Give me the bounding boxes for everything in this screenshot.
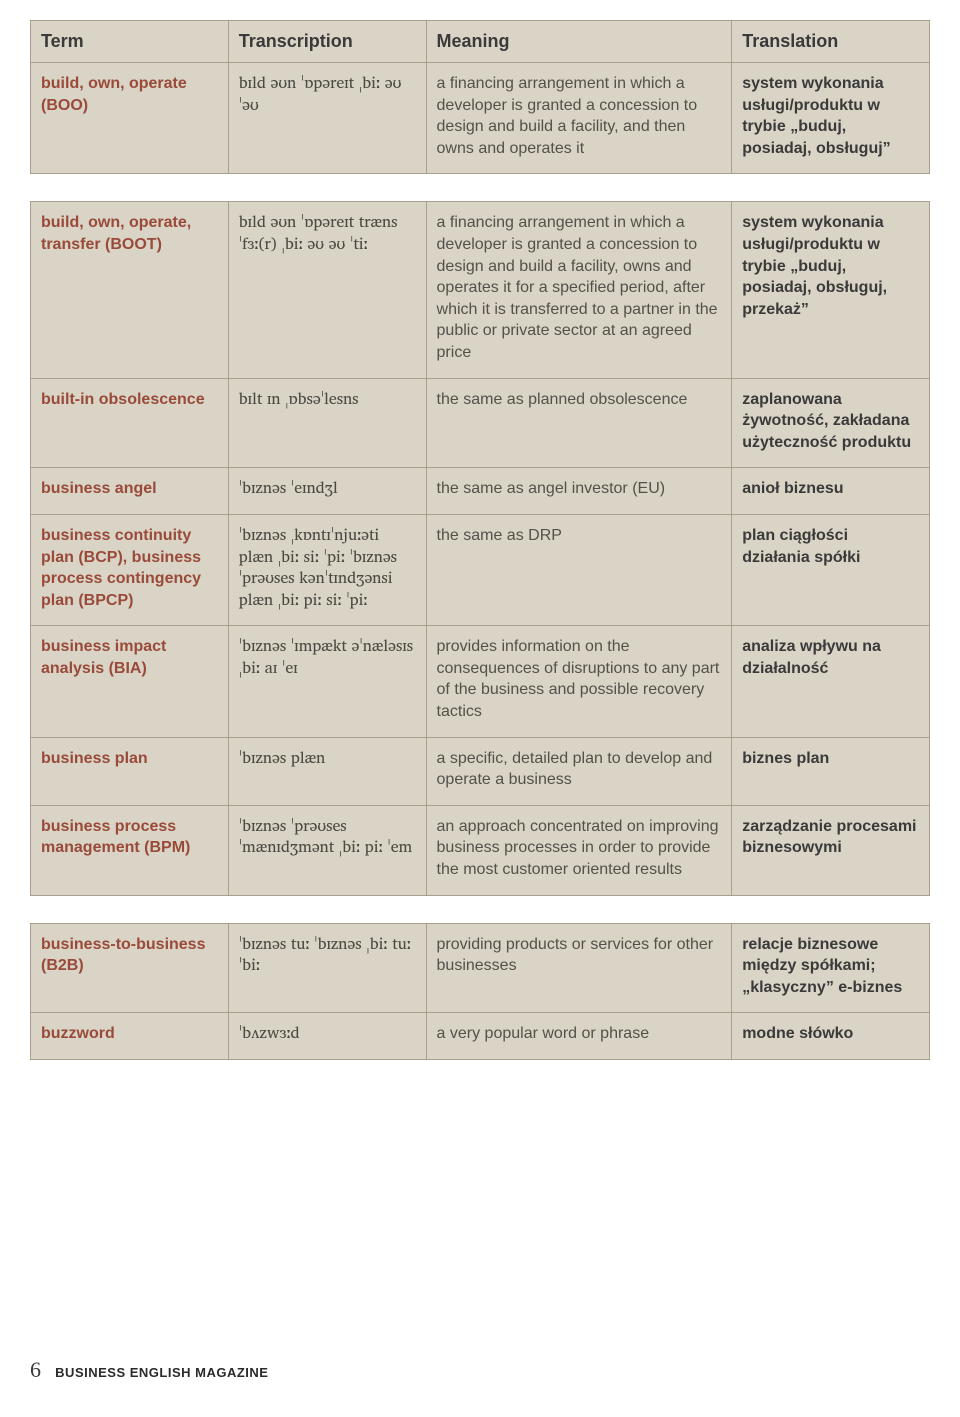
- group-gap: [31, 895, 930, 923]
- meaning-cell: a financing arrangement in which a devel…: [426, 63, 732, 174]
- transcription-cell: ˈbɪznəs tuː ˈbɪznəs ˌbiː tuː ˈbiː: [228, 923, 426, 1013]
- translation-cell: plan ciągłości działania spółki: [732, 514, 930, 625]
- translation-cell: analiza wpływu na działalność: [732, 626, 930, 737]
- term-cell: buzzword: [31, 1013, 229, 1060]
- term-cell: business process management (BPM): [31, 805, 229, 895]
- term-cell: business continuity plan (BCP), business…: [31, 514, 229, 625]
- translation-cell: zaplanowana żywotność, zakładana użytecz…: [732, 378, 930, 468]
- term-cell: business impact analysis (BIA): [31, 626, 229, 737]
- translation-cell: relacje biznesowe między spółkami; „klas…: [732, 923, 930, 1013]
- meaning-cell: the same as angel investor (EU): [426, 468, 732, 515]
- meaning-cell: providing products or services for other…: [426, 923, 732, 1013]
- translation-cell: biznes plan: [732, 737, 930, 805]
- page-footer: 6 BUSINESS ENGLISH MAGAZINE: [30, 1357, 268, 1383]
- transcription-cell: ˈbʌzwɜːd: [228, 1013, 426, 1060]
- col-translation: Translation: [732, 21, 930, 63]
- term-cell: business plan: [31, 737, 229, 805]
- glossary-table: Term Transcription Meaning Translation b…: [30, 20, 930, 1060]
- table-row: business planˈbɪznəs plæna specific, det…: [31, 737, 930, 805]
- meaning-cell: provides information on the consequences…: [426, 626, 732, 737]
- header-row: Term Transcription Meaning Translation: [31, 21, 930, 63]
- translation-cell: system wykonania usługi/produktu w trybi…: [732, 202, 930, 378]
- meaning-cell: an approach concentrated on improving bu…: [426, 805, 732, 895]
- term-cell: business angel: [31, 468, 229, 515]
- table-row: business continuity plan (BCP), business…: [31, 514, 930, 625]
- page-number: 6: [30, 1357, 41, 1382]
- col-term: Term: [31, 21, 229, 63]
- translation-cell: zarządzanie procesami biznesowymi: [732, 805, 930, 895]
- magazine-name: BUSINESS ENGLISH MAGAZINE: [55, 1365, 268, 1380]
- meaning-cell: a financing arrangement in which a devel…: [426, 202, 732, 378]
- transcription-cell: bɪld əʊn ˈɒpəreɪt trænsˈfɜː(r) ˌbiː əʊ ə…: [228, 202, 426, 378]
- translation-cell: anioł biznesu: [732, 468, 930, 515]
- translation-cell: modne słówko: [732, 1013, 930, 1060]
- table-row: built-in obsolescencebɪlt ɪn ˌɒbsəˈlesns…: [31, 378, 930, 468]
- transcription-cell: ˈbɪznəs ˌkɒntɪˈnjuːəti plæn ˌbiː siː ˈpi…: [228, 514, 426, 625]
- table-row: build, own, operate (BOO)bɪld əʊn ˈɒpəre…: [31, 63, 930, 174]
- transcription-cell: ˈbɪznəs plæn: [228, 737, 426, 805]
- col-transcription: Transcription: [228, 21, 426, 63]
- table-row: business process management (BPM)ˈbɪznəs…: [31, 805, 930, 895]
- group-gap: [31, 174, 930, 202]
- meaning-cell: the same as DRP: [426, 514, 732, 625]
- term-cell: built-in obsolescence: [31, 378, 229, 468]
- table-row: business-to-business (B2B)ˈbɪznəs tuː ˈb…: [31, 923, 930, 1013]
- term-cell: build, own, operate, transfer (BOOT): [31, 202, 229, 378]
- table-row: build, own, operate, transfer (BOOT)bɪld…: [31, 202, 930, 378]
- transcription-cell: bɪld əʊn ˈɒpəreɪt ˌbiː əʊ ˈəʊ: [228, 63, 426, 174]
- meaning-cell: a very popular word or phrase: [426, 1013, 732, 1060]
- term-cell: build, own, operate (BOO): [31, 63, 229, 174]
- table-row: business impact analysis (BIA)ˈbɪznəs ˈɪ…: [31, 626, 930, 737]
- transcription-cell: ˈbɪznəs ˈprəʊses ˈmænɪdʒmənt ˌbiː piː ˈe…: [228, 805, 426, 895]
- transcription-cell: bɪlt ɪn ˌɒbsəˈlesns: [228, 378, 426, 468]
- meaning-cell: a specific, detailed plan to develop and…: [426, 737, 732, 805]
- term-cell: business-to-business (B2B): [31, 923, 229, 1013]
- meaning-cell: the same as planned obsolescence: [426, 378, 732, 468]
- transcription-cell: ˈbɪznəs ˈeɪndʒl: [228, 468, 426, 515]
- col-meaning: Meaning: [426, 21, 732, 63]
- table-row: business angelˈbɪznəs ˈeɪndʒlthe same as…: [31, 468, 930, 515]
- table-row: buzzwordˈbʌzwɜːda very popular word or p…: [31, 1013, 930, 1060]
- transcription-cell: ˈbɪznəs ˈɪmpækt əˈnæləsɪs ˌbiː aɪ ˈeɪ: [228, 626, 426, 737]
- translation-cell: system wykonania usługi/produktu w trybi…: [732, 63, 930, 174]
